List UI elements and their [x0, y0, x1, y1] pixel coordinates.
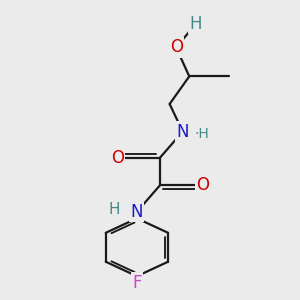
Text: N: N	[131, 203, 143, 221]
Text: O: O	[111, 149, 124, 167]
Text: H: H	[190, 15, 202, 33]
Text: N: N	[176, 123, 189, 141]
Text: O: O	[196, 176, 209, 194]
Text: F: F	[132, 274, 142, 292]
Text: H: H	[108, 202, 120, 217]
Text: O: O	[170, 38, 183, 56]
Text: ·H: ·H	[195, 127, 210, 141]
